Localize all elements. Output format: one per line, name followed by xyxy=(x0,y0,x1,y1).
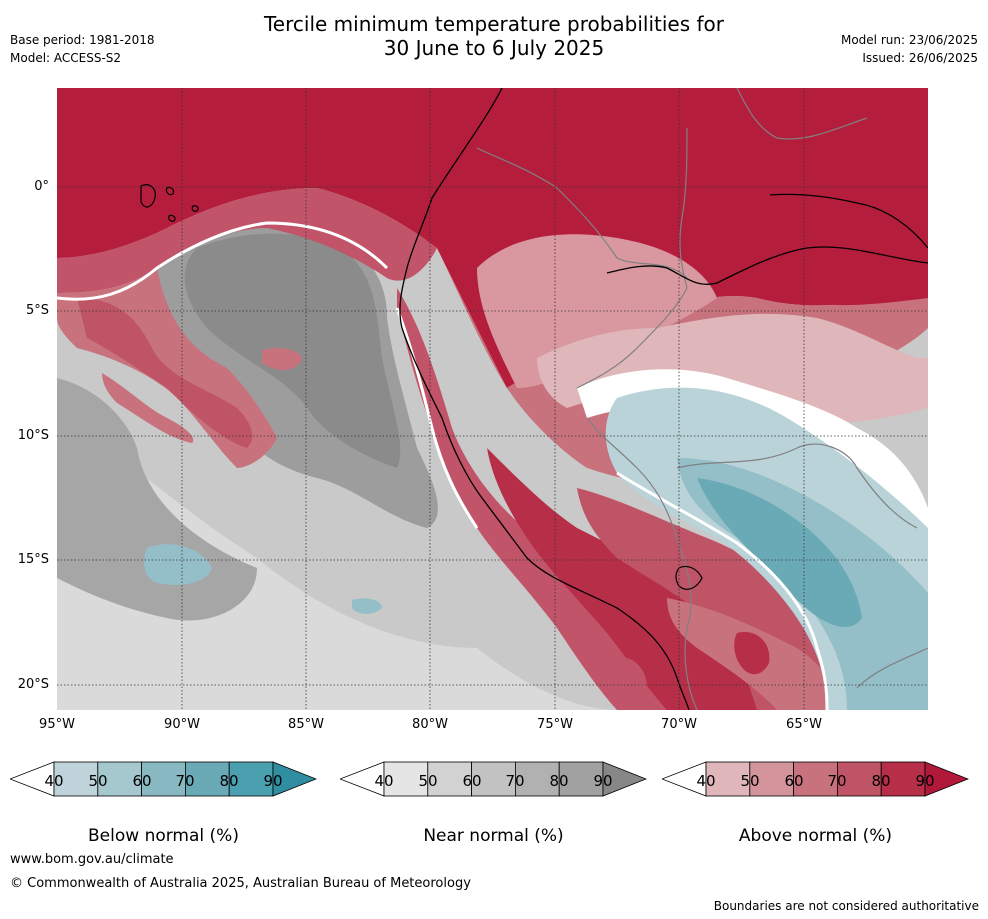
country-boundary xyxy=(856,647,928,689)
colorbar-tick: 60 xyxy=(132,772,152,790)
graticule xyxy=(57,88,928,710)
colorbar-tick: 40 xyxy=(44,772,64,790)
lat-tick: 0° xyxy=(34,179,49,194)
amazon-river xyxy=(606,246,928,285)
colorbar-tick: 80 xyxy=(549,772,569,790)
white-contour-line xyxy=(616,471,829,710)
run-info: Model run: 23/06/2025 Issued: 26/06/2025 xyxy=(841,31,978,67)
colorbar-tick: 70 xyxy=(175,772,195,790)
cool-core xyxy=(697,478,862,628)
below-normal-colorbar xyxy=(10,761,317,797)
colorbar-swatch xyxy=(53,761,99,797)
warm-patch-small xyxy=(262,348,302,370)
lat-tick: 15°S xyxy=(17,552,49,567)
website-link[interactable]: www.bom.gov.au/climate xyxy=(10,852,174,867)
warm-north-band-1 xyxy=(57,188,437,293)
lat-tick: 10°S xyxy=(17,428,49,443)
colorbar-tick: 40 xyxy=(696,772,716,790)
country-boundary xyxy=(586,417,698,710)
colorbar-swatch xyxy=(471,761,516,797)
colorbar-tick: 40 xyxy=(374,772,394,790)
river-northeast xyxy=(769,193,928,249)
chart-title: Tercile minimum temperature probabilitie… xyxy=(0,12,988,60)
colorbar-tick: 50 xyxy=(418,772,438,790)
near-normal-label: Near normal (%) xyxy=(423,826,564,846)
colorbar-tick: 80 xyxy=(871,772,891,790)
coastline xyxy=(399,88,690,710)
above-normal-colorbar xyxy=(662,761,969,797)
colorbar-swatches xyxy=(10,761,317,797)
colorbar-tick: 70 xyxy=(505,772,525,790)
lake-titicaca xyxy=(675,565,703,590)
warm-andes-core xyxy=(487,448,757,710)
disclaimer-text: Boundaries are not considered authoritat… xyxy=(713,899,979,913)
title-line-1: Tercile minimum temperature probabilitie… xyxy=(263,12,725,36)
lon-tick: 90°W xyxy=(164,717,200,732)
lon-tick: 80°W xyxy=(412,717,448,732)
lon-tick: 65°W xyxy=(786,717,822,732)
copyright-text: © Commonwealth of Australia 2025, Austra… xyxy=(10,876,471,891)
country-boundary xyxy=(736,88,868,140)
colorbar-swatch xyxy=(427,761,473,797)
below-normal-label: Below normal (%) xyxy=(88,826,239,846)
colorbar-max-triangle xyxy=(272,761,317,797)
above-normal-label: Above normal (%) xyxy=(738,826,893,846)
colorbar-tick: 70 xyxy=(827,772,847,790)
lon-tick: 85°W xyxy=(288,717,324,732)
white-contour-line xyxy=(57,221,389,301)
near-normal-colorbar xyxy=(340,761,647,797)
issued-text: Issued: 26/06/2025 xyxy=(862,51,978,65)
palest-warm-band xyxy=(537,313,928,423)
country-boundary xyxy=(576,287,688,389)
lat-tick: 5°S xyxy=(25,303,49,318)
below-normal-ticks: 40 50 60 70 80 90 xyxy=(10,772,317,792)
colorbar-tick: 60 xyxy=(462,772,482,790)
cool-patch-offshore-b xyxy=(352,598,382,614)
colorbar-tick: 90 xyxy=(915,772,935,790)
country-boundary xyxy=(679,127,688,289)
colorbar-tick: 90 xyxy=(593,772,613,790)
cool-patch-offshore-a xyxy=(144,544,212,585)
warm-south-patch xyxy=(609,657,647,700)
lat-tick: 20°S xyxy=(17,677,49,692)
colorbar-tick: 50 xyxy=(740,772,760,790)
colorbar-swatch xyxy=(228,761,274,797)
above-normal-ticks: 40 50 60 70 80 90 xyxy=(662,772,969,792)
colorbar-swatches xyxy=(340,761,647,797)
colorbar-swatch xyxy=(793,761,838,797)
base-period-text: Base period: 1981-2018 xyxy=(10,33,155,47)
colorbar-swatches xyxy=(662,761,969,797)
colorbar-tick: 60 xyxy=(784,772,804,790)
base-info: Base period: 1981-2018 Model: ACCESS-S2 xyxy=(10,31,155,67)
near-normal-ticks: 40 50 60 70 80 90 xyxy=(340,772,647,792)
colorbar-tick: 50 xyxy=(88,772,108,790)
title-line-2: 30 June to 6 July 2025 xyxy=(383,36,605,60)
ocean-light-grey-band xyxy=(57,418,617,710)
colorbar-swatch xyxy=(383,761,429,797)
colorbar-max-triangle xyxy=(924,761,969,797)
country-boundary xyxy=(476,147,688,279)
warm-west-arm-core xyxy=(77,298,253,448)
colorbar-swatch xyxy=(749,761,795,797)
colorbar-max-triangle xyxy=(602,761,647,797)
colorbar-tick: 80 xyxy=(219,772,239,790)
warm-bolivia-hotspot xyxy=(734,632,770,675)
warm-north-region xyxy=(57,88,928,388)
model-text: Model: ACCESS-S2 xyxy=(10,51,122,65)
colorbar-swatch xyxy=(836,761,882,797)
model-run-text: Model run: 23/06/2025 xyxy=(840,33,978,47)
colorbar-swatch xyxy=(184,761,230,797)
galapagos-islands xyxy=(140,184,199,222)
lon-tick: 70°W xyxy=(661,717,697,732)
white-contour-line xyxy=(395,307,479,529)
warm-patch-offshore xyxy=(102,373,194,443)
probability-map xyxy=(57,88,928,710)
colorbar-tick: 90 xyxy=(263,772,283,790)
colorbar-swatch xyxy=(880,761,926,797)
country-boundary xyxy=(676,443,918,529)
colorbar-swatch xyxy=(705,761,751,797)
lon-tick: 75°W xyxy=(537,717,573,732)
lon-tick: 95°W xyxy=(39,717,75,732)
